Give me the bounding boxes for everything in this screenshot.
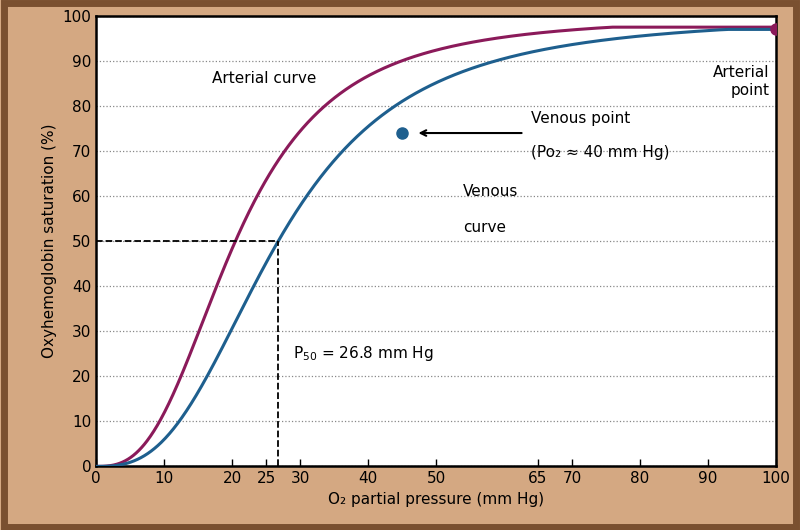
Y-axis label: Oxyhemoglobin saturation (%): Oxyhemoglobin saturation (%)	[42, 124, 57, 358]
Text: Arterial curve: Arterial curve	[211, 72, 316, 86]
Text: curve: curve	[463, 220, 506, 235]
Text: Venous point: Venous point	[531, 111, 630, 126]
Text: $\mathrm{P_{50}}$ = 26.8 mm Hg: $\mathrm{P_{50}}$ = 26.8 mm Hg	[293, 344, 434, 363]
Text: Arterial
point: Arterial point	[713, 66, 769, 98]
X-axis label: O₂ partial pressure (mm Hg): O₂ partial pressure (mm Hg)	[328, 492, 544, 507]
Text: Venous: Venous	[463, 184, 518, 199]
Text: (Po₂ ≈ 40 mm Hg): (Po₂ ≈ 40 mm Hg)	[531, 145, 670, 160]
